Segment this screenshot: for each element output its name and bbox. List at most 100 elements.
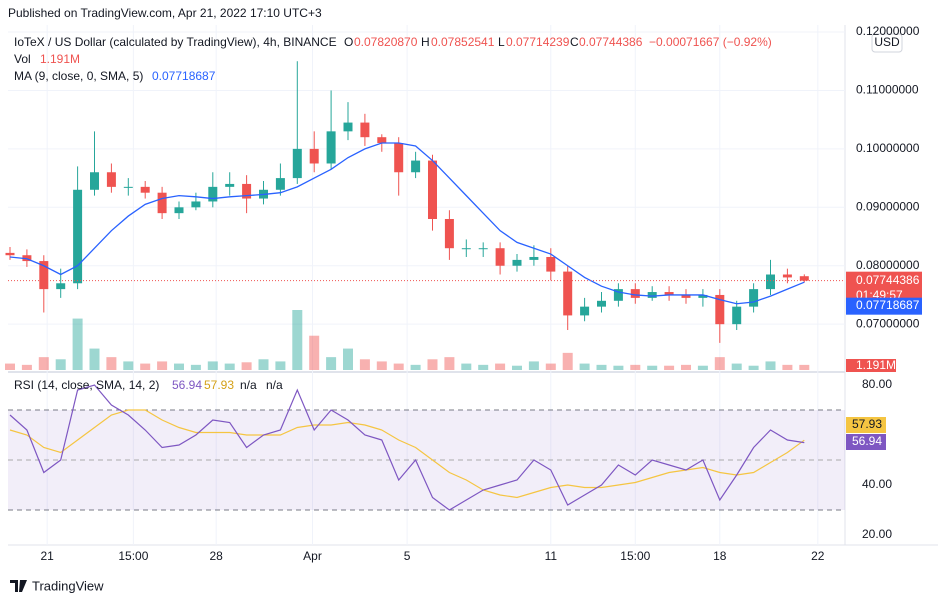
volume-bar: [545, 363, 556, 370]
candle-body: [512, 259, 522, 266]
o-label: O: [344, 35, 353, 49]
c-value: 0.07744386: [579, 35, 643, 49]
volume-bar: [714, 357, 725, 370]
x-tick-label: 18: [713, 549, 727, 563]
candle-body: [613, 289, 623, 301]
rsi-label: RSI (14, close, SMA, 14, 2): [14, 378, 159, 392]
vol-label: Vol: [14, 52, 31, 66]
volume-bar: [309, 335, 320, 370]
volume-bar: [224, 363, 235, 370]
candle-body: [546, 256, 556, 272]
volume-bar: [528, 361, 539, 370]
volume-bar: [697, 365, 708, 370]
candle-body: [411, 160, 421, 173]
published-note: Published on TradingView.com, Apr 21, 20…: [8, 6, 322, 20]
y-tick-label: 0.11000000: [856, 83, 919, 97]
y-tick-label: 0.07000000: [856, 316, 920, 330]
candle-body: [563, 271, 573, 316]
y-tick-label: 0.08000000: [856, 258, 920, 272]
candle-body: [732, 306, 742, 325]
footer: TradingView: [10, 578, 104, 593]
rsi-value: 56.94: [172, 378, 202, 392]
volume-bar: [799, 364, 810, 370]
volume-bar: [343, 348, 353, 370]
candle-body: [681, 294, 691, 298]
volume-bar: [21, 364, 32, 370]
price-tag-value: 0.07744386: [856, 273, 920, 287]
volume-bar: [376, 361, 387, 370]
volume-bar: [292, 310, 303, 370]
candle-body: [478, 248, 488, 250]
volume-bar: [613, 365, 624, 370]
y-tick-label: 0.12000000: [856, 24, 920, 38]
candle-body: [749, 289, 759, 307]
candle-body: [140, 186, 150, 193]
volume-bar: [427, 359, 438, 370]
volume-bar: [258, 359, 269, 370]
rsi-ma-value: 57.93: [204, 378, 234, 392]
volume-bar: [275, 361, 286, 370]
volume-bar: [495, 363, 506, 370]
currency-button[interactable]: [871, 33, 903, 53]
candle-body: [326, 131, 336, 164]
volume-bar: [207, 361, 218, 370]
candle-body: [394, 143, 404, 173]
volume-bar: [647, 365, 658, 370]
x-tick-label: 28: [210, 549, 224, 563]
h-value: 0.07852541: [431, 35, 495, 49]
volume-bar: [72, 318, 83, 370]
candle-body: [106, 172, 116, 187]
candle-body: [309, 148, 319, 164]
candle-body: [275, 178, 285, 190]
candle-body: [242, 183, 252, 199]
legend: IoTeX / US Dollar (calculated by Trading…: [14, 35, 772, 392]
currency[interactable]: USD: [874, 35, 900, 49]
candle-body: [529, 256, 539, 260]
volume-bar: [241, 362, 252, 370]
volume-bar: [123, 361, 134, 370]
volume-bar: [359, 359, 370, 370]
volume-bar: [748, 365, 759, 370]
volume-bar: [596, 364, 607, 370]
candle-body: [360, 122, 370, 138]
candle-body: [664, 292, 674, 295]
volume-bar: [579, 363, 590, 370]
volume-bar: [157, 361, 168, 370]
y-tick-label: 80.00: [862, 377, 892, 391]
l-value: 0.07714239: [506, 35, 570, 49]
vol-value: 1.191M: [40, 52, 80, 66]
candle-body: [428, 160, 437, 219]
volume-bar: [681, 364, 691, 370]
candle-body: [39, 261, 49, 290]
volume-bar: [106, 357, 117, 370]
volume-bar: [731, 363, 742, 370]
volume-bar: [326, 357, 337, 370]
rsi-na: n/a: [240, 378, 257, 392]
candle-body: [715, 294, 725, 325]
o-value: 0.07820870: [354, 35, 418, 49]
footer-brand: TradingView: [32, 578, 104, 593]
volume-bar: [562, 352, 573, 370]
volume-bar: [782, 364, 793, 370]
y-tick-label: 0.09000000: [856, 199, 920, 213]
candle-body: [444, 218, 454, 249]
axis: 0.12000000 0.11000000 0.10000000 0.09000000…: [41, 24, 922, 563]
candle-body: [56, 283, 66, 290]
l-label: L: [498, 35, 505, 49]
candle-body: [698, 294, 708, 298]
c-label: C: [570, 35, 579, 49]
rsi-tag-value: 56.94: [852, 434, 882, 448]
h-label: H: [421, 35, 430, 49]
candle-body: [157, 192, 167, 214]
y-tick-label: 40.00: [862, 477, 892, 491]
candle-body: [208, 186, 218, 202]
volume-bar: [190, 364, 201, 370]
volume-bar: [410, 364, 421, 370]
ma-line: [9, 142, 805, 305]
candle-body: [292, 148, 302, 179]
x-tick-label: Apr: [303, 549, 322, 563]
volume-bar: [393, 363, 404, 370]
candle-body: [377, 137, 387, 144]
rsi-tag: [846, 434, 886, 450]
